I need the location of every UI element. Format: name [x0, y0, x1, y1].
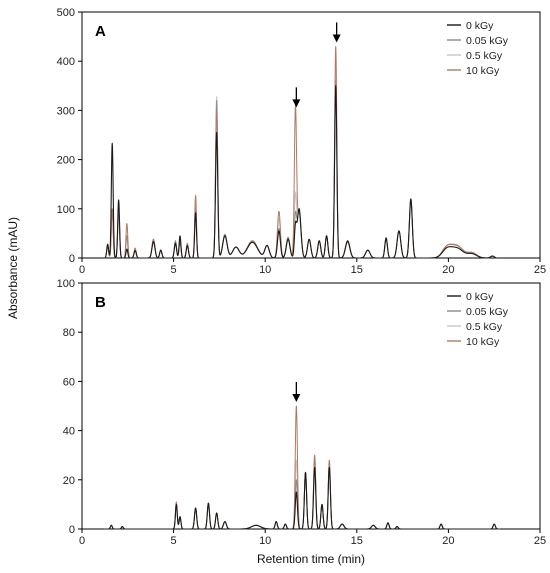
legend-label: 0.5 kGy: [466, 321, 503, 333]
y-tick-label: 400: [57, 56, 75, 68]
series-line-10-kgy: [103, 405, 501, 530]
y-tick-label: 0: [69, 253, 75, 265]
x-tick-label: 10: [259, 535, 271, 547]
series-line-0-kgy: [103, 85, 497, 259]
x-tick-label: 0: [79, 535, 85, 547]
y-tick-label: 80: [63, 327, 75, 339]
panel-label: B: [95, 294, 106, 311]
x-tick-label: 25: [534, 264, 546, 276]
x-tick-label: 20: [442, 535, 454, 547]
series-line-0-05-kgy: [103, 80, 497, 259]
legend-label: 0.05 kGy: [466, 306, 509, 318]
y-tick-label: 0: [69, 524, 75, 536]
y-tick-label: 20: [63, 475, 75, 487]
x-tick-label: 10: [259, 264, 271, 276]
series-line-0-05-kgy: [103, 459, 501, 530]
legend-label: 0.5 kGy: [466, 50, 503, 62]
legend-label: 0.05 kGy: [466, 35, 509, 47]
x-tick-label: 25: [534, 535, 546, 547]
x-tick-label: 0: [79, 264, 85, 276]
x-tick-label: 20: [442, 264, 454, 276]
x-axis-title: Retention time (min): [257, 552, 365, 566]
y-tick-label: 300: [57, 105, 75, 117]
y-tick-label: 40: [63, 426, 75, 438]
y-tick-label: 100: [57, 204, 75, 216]
legend-label: 10 kGy: [466, 336, 500, 348]
peak-arrow-head: [292, 99, 301, 108]
legend-label: 10 kGy: [466, 65, 500, 77]
y-tick-label: 500: [57, 7, 75, 19]
y-tick-label: 100: [57, 278, 75, 290]
x-tick-label: 15: [351, 264, 363, 276]
series-line-10-kgy: [103, 45, 497, 259]
series-line-0-5-kgy: [103, 454, 501, 530]
peak-arrow-head: [332, 34, 341, 43]
legend-label: 0 kGy: [466, 20, 494, 32]
y-tick-label: 200: [57, 155, 75, 167]
panel-b: 0 5 10 15 20 25 0 20 40 60 80 100 B 0 kGy 0.05 kGy 0.5 …: [57, 278, 546, 547]
series-line-0-kgy: [103, 466, 501, 530]
panel-a: 0 5 10 15 20 25 0 100 200 300 400 500 A 0 kGy 0.05 kGy…: [57, 7, 546, 276]
plot-frame: [81, 11, 541, 259]
y-tick-label: 60: [63, 376, 75, 388]
y-axis-title: Absorbance (mAU): [6, 217, 20, 319]
legend-label: 0 kGy: [466, 291, 494, 303]
x-tick-label: 5: [171, 535, 177, 547]
x-tick-label: 15: [351, 535, 363, 547]
series-line-0-5-kgy: [103, 70, 497, 259]
peak-arrow-head: [292, 394, 301, 402]
plot-frame: [81, 282, 541, 530]
panel-label: A: [95, 23, 106, 40]
x-tick-label: 5: [171, 264, 177, 276]
